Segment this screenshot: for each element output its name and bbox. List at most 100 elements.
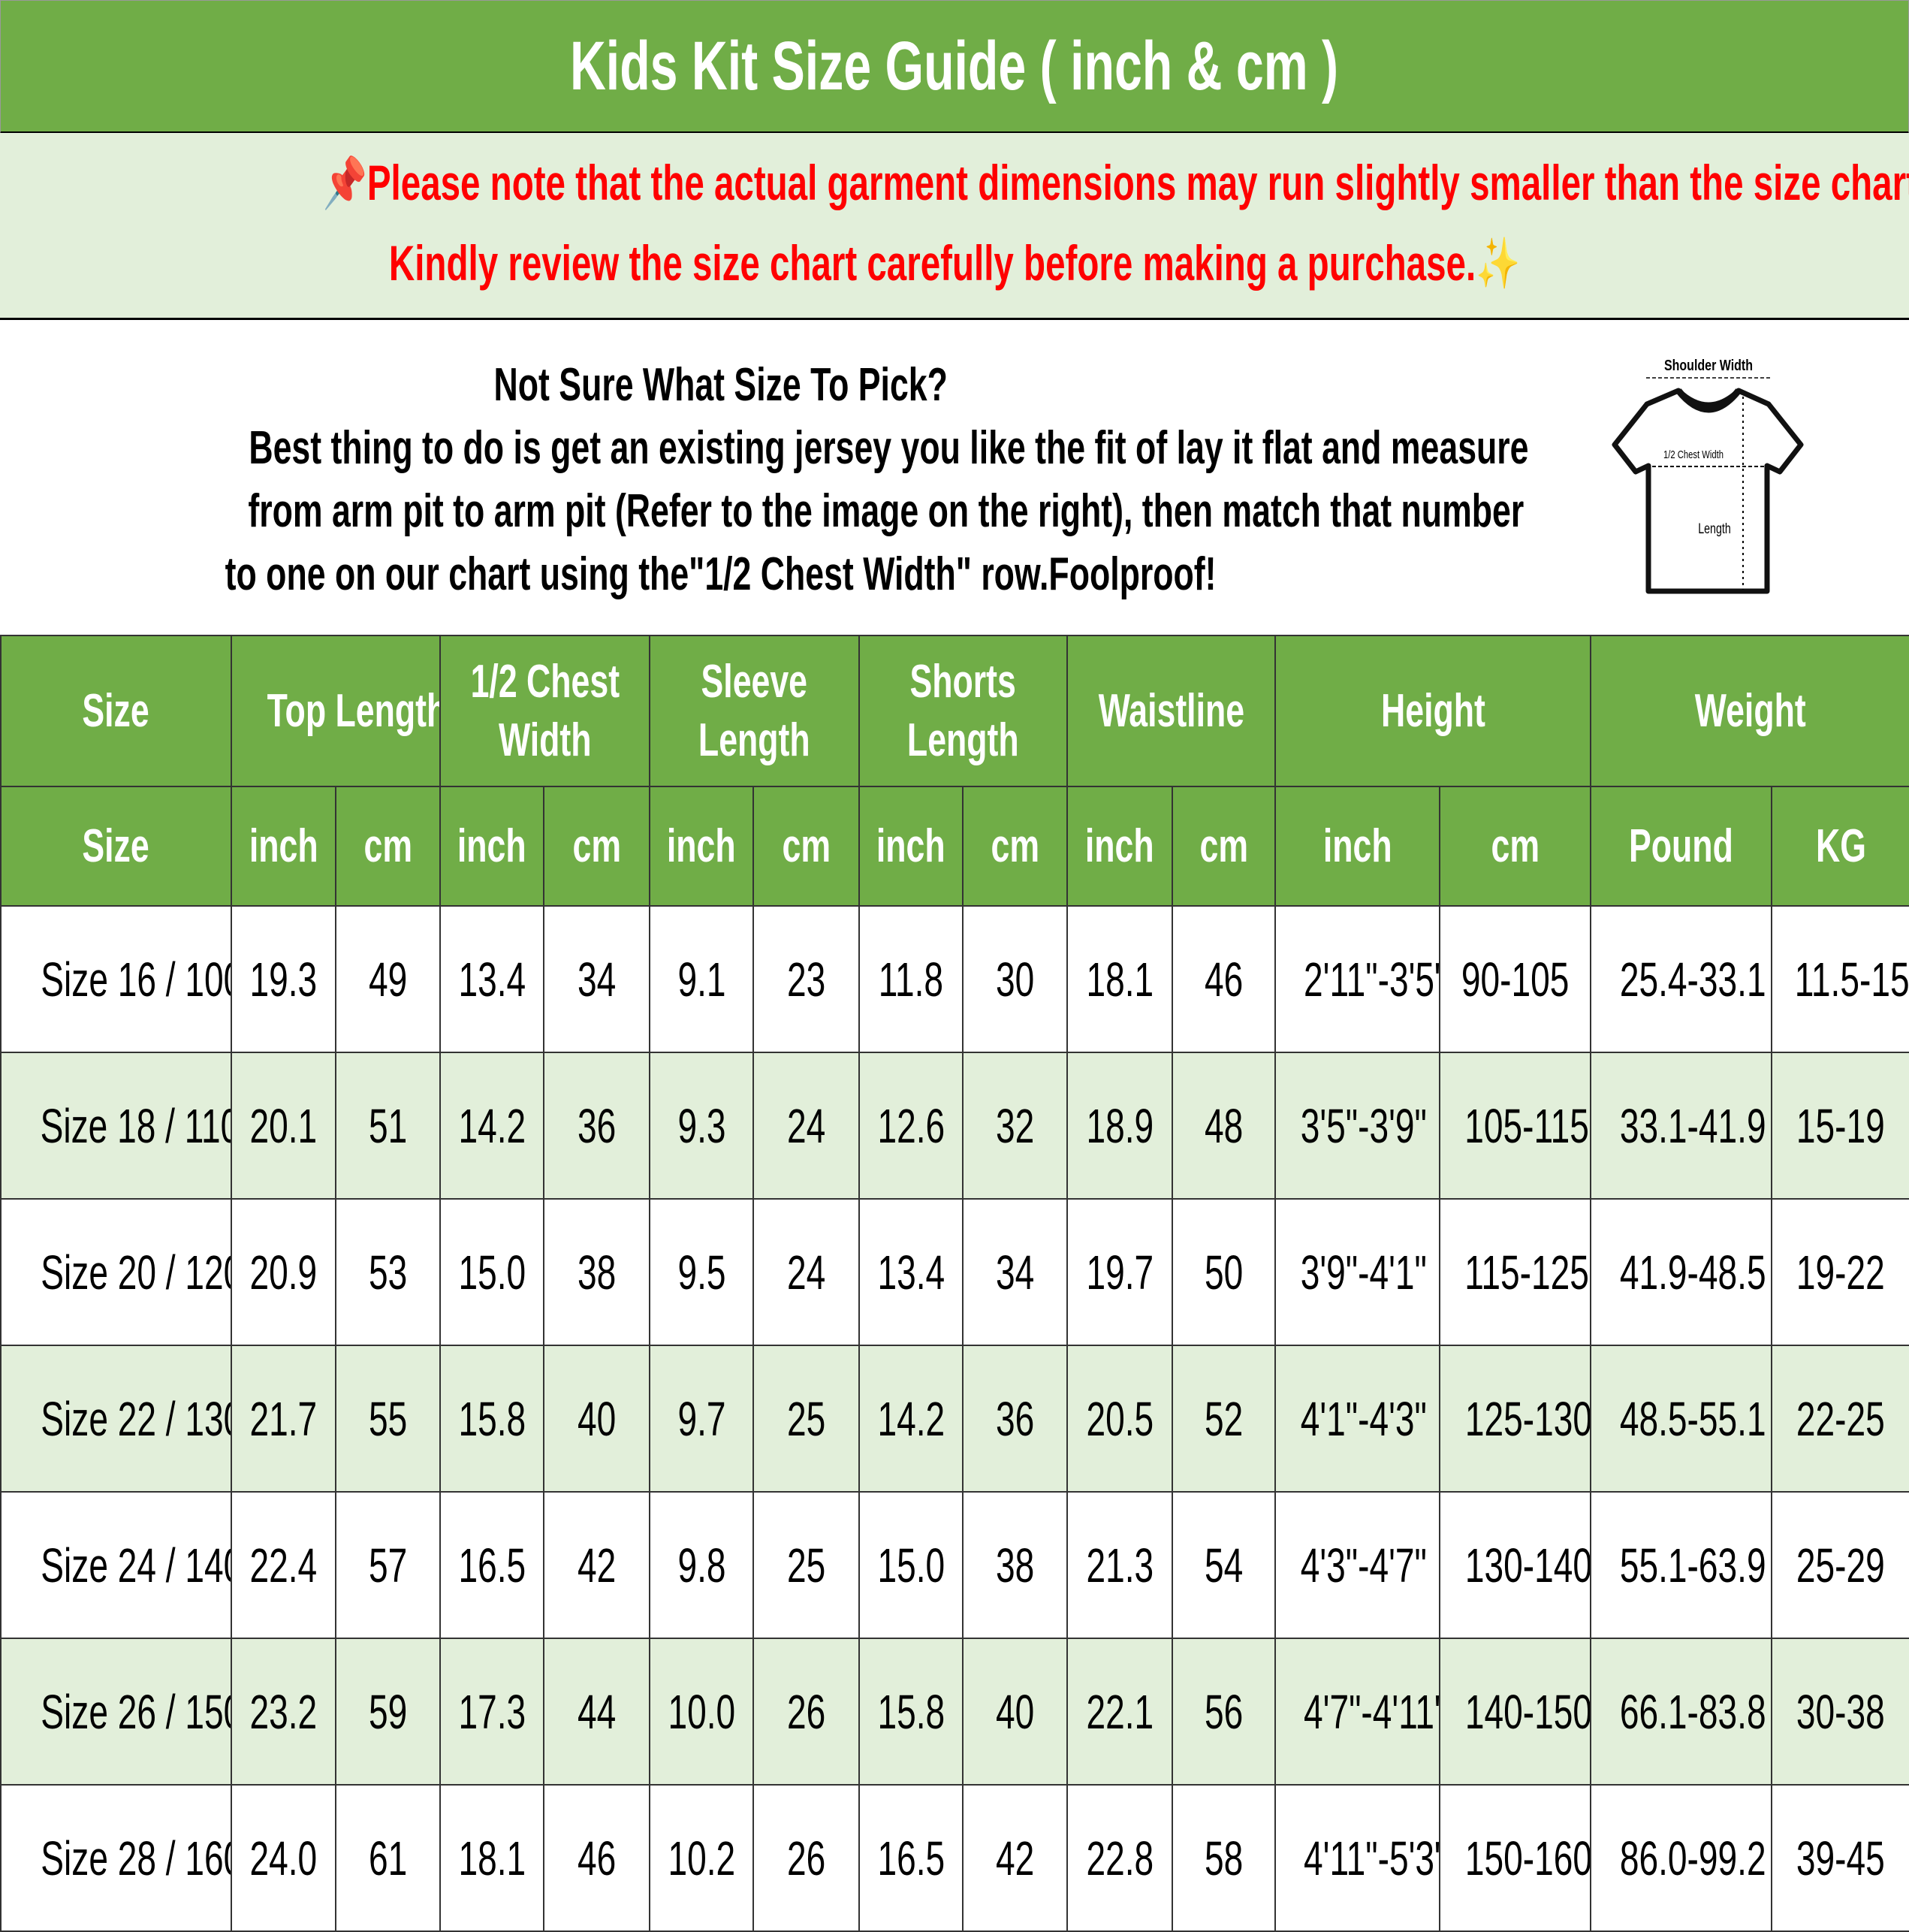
cell-value: Size 24 / 140: [41, 1538, 231, 1592]
table-cell: 25: [752, 1345, 861, 1493]
cell-value: 19.7: [1086, 1245, 1154, 1300]
table-cell: 3'5"-3'9": [1274, 1052, 1441, 1200]
table-cell: 4'7"-4'11": [1274, 1638, 1441, 1786]
group-header-text: Length: [907, 714, 1019, 766]
table-cell: 13.4: [439, 905, 545, 1053]
cell-value: 26: [786, 1684, 826, 1739]
table-row: Size 20 / 120 20.9 53 15.0 38 9.5 24 13.4 34 19.7…: [0, 1198, 1909, 1346]
cell-value: 36: [995, 1391, 1035, 1446]
header-group-row: Size Top Length 1/2 Chest Width Sleeve Length…: [0, 635, 1909, 787]
cell-value: 15.0: [458, 1245, 526, 1300]
table-row: Size 18 / 110 20.1 51 14.2 36 9.3 24 12.6 32 18.9…: [0, 1052, 1909, 1200]
table-cell: 150-160: [1439, 1784, 1592, 1932]
table-row: Size 26 / 150 23.2 59 17.3 44 10.0 26 15.8 40 22.…: [0, 1638, 1909, 1786]
table-cell: 18.9: [1066, 1052, 1174, 1200]
group-header-text: Shorts: [909, 655, 1017, 708]
cell-value: 20.5: [1086, 1391, 1154, 1446]
table-row: Size 16 / 100 19.3 49 13.4 34 9.1 23 11.8 30 18.1…: [0, 905, 1909, 1053]
unit-header: inch: [439, 786, 545, 907]
table-cell: 3'9"-4'1": [1274, 1198, 1441, 1346]
table-cell: 13.4: [858, 1198, 964, 1346]
group-header: Sleeve Length: [649, 635, 861, 787]
cell-value: 46: [577, 1831, 617, 1885]
notice-line-1-text: Please note that the actual garment dime…: [366, 155, 1909, 210]
table-cell: 9.3: [649, 1052, 755, 1200]
unit-header: inch: [231, 786, 336, 907]
table-cell: Size 16 / 100: [0, 905, 232, 1053]
table-cell: 15.0: [858, 1491, 964, 1639]
unit-header: cm: [1439, 786, 1592, 907]
cell-value: 3'9"-4'1": [1300, 1245, 1427, 1300]
cell-value: 42: [577, 1538, 617, 1592]
unit-header-text: KG: [1815, 820, 1866, 872]
table-cell: 25-29: [1771, 1491, 1909, 1639]
cell-value: 12.6: [877, 1098, 945, 1153]
header-unit-row: Size inch cm inch cm inch cm inch cm inch cm inch cm…: [0, 786, 1909, 907]
unit-header-text: cm: [572, 820, 621, 872]
table-row: Size 24 / 140 22.4 57 16.5 42 9.8 25 15.0 38 21.3…: [0, 1491, 1909, 1639]
intro-line: from arm pit to arm pit (Refer to the im…: [248, 485, 1524, 537]
table-cell: 19.7: [1066, 1198, 1174, 1346]
tshirt-outline: [1612, 388, 1804, 594]
tshirt-diagram: Shoulder Width 1/2 Chest Width Length: [1612, 357, 1804, 594]
cell-value: 24.0: [249, 1831, 318, 1885]
group-header-text: Waistline: [1098, 684, 1244, 737]
table-cell: 23.2: [231, 1638, 336, 1786]
cell-value: 15.8: [458, 1391, 526, 1446]
table-cell: 22.1: [1066, 1638, 1174, 1786]
table-cell: 18.1: [1066, 905, 1174, 1053]
cell-value: 46: [1204, 952, 1244, 1007]
size-table: Size Top Length 1/2 Chest Width Sleeve Length…: [0, 635, 1909, 1932]
table-cell: 39-45: [1771, 1784, 1909, 1932]
table-cell: 50: [1172, 1198, 1277, 1346]
cell-value: 130-140: [1464, 1538, 1591, 1592]
cell-value: 20.9: [249, 1245, 318, 1300]
cell-value: 14.2: [877, 1391, 945, 1446]
intro-section: Not Sure What Size To Pick? Best thing t…: [0, 320, 1909, 634]
table-cell: 11.5-15: [1771, 905, 1909, 1053]
table-cell: 36: [543, 1052, 651, 1200]
table-row: Size 28 / 160 24.0 61 18.1 46 10.2 26 16.5 42 22.…: [0, 1784, 1909, 1932]
unit-header: inch: [1274, 786, 1441, 907]
table-cell: 26: [752, 1784, 861, 1932]
group-header-text: Weight: [1694, 684, 1806, 737]
table-cell: 23: [752, 905, 861, 1053]
cell-value: 25-29: [1796, 1538, 1885, 1592]
cell-value: 23: [786, 952, 826, 1007]
table-cell: 24: [752, 1052, 861, 1200]
notice-line-2-text: Kindly review the size chart carefully b…: [388, 235, 1476, 291]
table-cell: 61: [334, 1784, 442, 1932]
cell-value: 61: [368, 1831, 408, 1885]
table-cell: 12.6: [858, 1052, 964, 1200]
table-cell: 32: [962, 1052, 1069, 1200]
cell-value: Size 22 / 130: [41, 1391, 231, 1446]
table-cell: 56: [1172, 1638, 1277, 1786]
cell-value: 10.0: [668, 1684, 735, 1739]
table-cell: 55.1-63.9: [1590, 1491, 1773, 1639]
table-cell: 33.1-41.9: [1590, 1052, 1773, 1200]
table-cell: 20.5: [1066, 1345, 1174, 1493]
group-header: Shorts Length: [858, 635, 1069, 787]
table-cell: 34: [543, 905, 651, 1053]
cell-value: 38: [577, 1245, 617, 1300]
cell-value: 48.5-55.1: [1619, 1391, 1766, 1446]
cell-value: 15.0: [877, 1538, 945, 1592]
group-header-text: Top Length: [267, 684, 441, 737]
cell-value: 4'11"-5'3": [1304, 1831, 1440, 1885]
table-cell: 49: [334, 905, 442, 1053]
table-cell: 57: [334, 1491, 442, 1639]
cell-value: 21.3: [1086, 1538, 1154, 1592]
unit-header-text: Size: [82, 820, 150, 872]
unit-header: inch: [858, 786, 964, 907]
cell-value: 30-38: [1796, 1684, 1885, 1739]
table-cell: 18.1: [439, 1784, 545, 1932]
cell-value: Size 26 / 150: [41, 1684, 231, 1739]
group-header: Weight: [1590, 635, 1909, 787]
table-cell: 25: [752, 1491, 861, 1639]
unit-header-text: inch: [876, 820, 945, 872]
unit-header-text: inch: [667, 820, 736, 872]
table-cell: 140-150: [1439, 1638, 1592, 1786]
cell-value: 22.8: [1086, 1831, 1154, 1885]
cell-value: 55.1-63.9: [1619, 1538, 1766, 1592]
title-text: Kids Kit Size Guide ( inch & cm ): [570, 27, 1339, 104]
